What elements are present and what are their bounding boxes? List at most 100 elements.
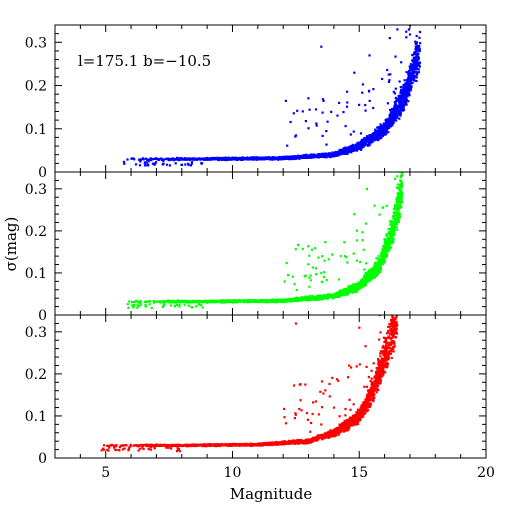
data-point — [402, 87, 405, 90]
data-point — [346, 101, 349, 104]
data-point — [202, 158, 205, 161]
data-point — [150, 157, 153, 160]
data-point — [388, 79, 391, 82]
data-point — [307, 155, 310, 158]
data-point — [411, 71, 414, 74]
data-point — [390, 230, 393, 233]
data-point — [326, 120, 329, 123]
data-point — [126, 158, 129, 161]
data-point — [289, 157, 292, 160]
data-point — [409, 67, 412, 70]
data-point — [403, 98, 406, 101]
data-point — [396, 211, 399, 214]
data-point — [377, 138, 380, 141]
data-point — [409, 88, 412, 92]
data-point — [403, 103, 406, 106]
data-point — [411, 82, 414, 85]
data-point — [248, 158, 251, 161]
data-point — [400, 197, 403, 200]
data-point — [386, 102, 389, 105]
data-point — [377, 268, 380, 271]
data-point — [400, 193, 403, 196]
data-point — [396, 216, 399, 219]
data-point — [401, 164, 403, 166]
data-point — [304, 154, 307, 157]
data-point — [368, 144, 371, 147]
data-point — [404, 96, 408, 99]
data-point — [400, 198, 403, 201]
data-point — [393, 205, 397, 209]
data-point — [394, 221, 397, 224]
data-point — [408, 33, 412, 36]
data-point — [387, 73, 390, 76]
data-point — [275, 300, 278, 303]
data-point — [192, 157, 195, 160]
data-point — [375, 129, 378, 132]
data-point — [403, 96, 406, 99]
data-point — [395, 225, 398, 229]
data-point — [364, 141, 367, 144]
data-point — [400, 102, 404, 105]
data-point — [388, 126, 391, 129]
data-point — [325, 143, 328, 146]
data-point — [122, 160, 126, 163]
data-point — [408, 74, 411, 77]
data-point — [414, 61, 417, 64]
data-point — [400, 98, 403, 101]
data-point — [233, 157, 236, 160]
data-point — [371, 277, 374, 280]
data-point — [412, 74, 415, 77]
data-point — [391, 223, 394, 226]
data-point — [180, 157, 183, 160]
data-point — [390, 239, 393, 242]
data-point — [416, 73, 419, 76]
data-point — [368, 141, 371, 145]
data-points-green — [126, 164, 404, 310]
data-point — [132, 301, 135, 304]
data-point — [189, 300, 192, 303]
data-point — [187, 162, 190, 165]
data-point — [407, 81, 410, 84]
data-point — [322, 154, 326, 157]
data-point — [373, 264, 376, 267]
data-point — [189, 157, 192, 160]
data-point — [316, 154, 319, 157]
data-point — [273, 156, 276, 159]
data-point — [324, 156, 328, 159]
data-point — [366, 144, 369, 147]
data-point — [416, 56, 419, 59]
data-point — [377, 255, 380, 258]
data-point — [353, 71, 356, 74]
data-point — [140, 158, 143, 161]
data-point — [390, 124, 393, 127]
data-point — [387, 243, 390, 246]
data-point — [412, 60, 416, 63]
data-point — [408, 84, 412, 87]
data-point — [414, 68, 417, 71]
data-point — [161, 158, 164, 161]
data-point — [386, 68, 389, 72]
data-point — [362, 285, 366, 288]
data-point — [416, 62, 419, 65]
data-point — [370, 137, 373, 140]
data-point — [336, 114, 339, 117]
data-point — [359, 145, 362, 148]
data-point — [398, 113, 401, 116]
data-point — [409, 69, 412, 72]
data-point — [402, 101, 405, 104]
data-point — [375, 138, 378, 141]
data-point — [415, 70, 418, 74]
data-point — [315, 122, 318, 125]
data-point — [394, 87, 397, 90]
data-point — [417, 58, 420, 61]
data-point — [187, 163, 190, 167]
data-point — [413, 51, 416, 54]
data-point — [398, 117, 401, 120]
data-point — [408, 65, 411, 68]
data-point — [377, 129, 380, 132]
data-point — [415, 54, 418, 57]
data-point — [393, 104, 396, 107]
data-point — [399, 101, 402, 104]
data-point — [355, 149, 358, 152]
data-point — [364, 283, 367, 287]
